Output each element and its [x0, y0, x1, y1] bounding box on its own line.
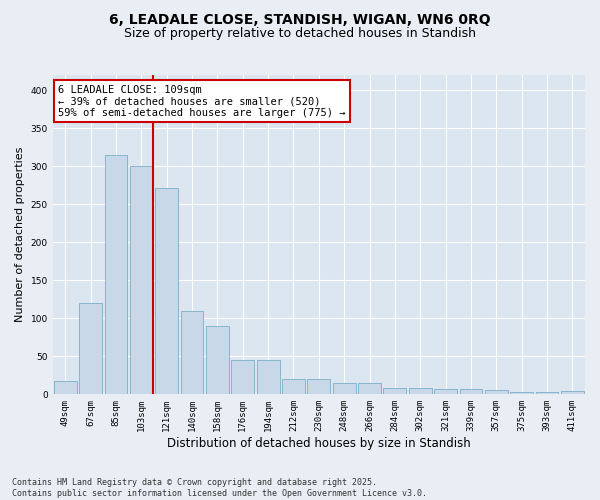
Bar [155, 188, 178, 394]
Bar [206, 326, 229, 394]
Text: Size of property relative to detached houses in Standish: Size of property relative to detached ho… [124, 28, 476, 40]
Bar [307, 379, 330, 394]
Bar [54, 380, 77, 394]
Bar [485, 390, 508, 394]
Bar [282, 379, 305, 394]
Bar [130, 166, 153, 394]
Text: 6 LEADALE CLOSE: 109sqm
← 39% of detached houses are smaller (520)
59% of semi-d: 6 LEADALE CLOSE: 109sqm ← 39% of detache… [58, 84, 346, 118]
Bar [510, 392, 533, 394]
Bar [409, 388, 431, 394]
Bar [536, 392, 559, 394]
Bar [104, 155, 127, 394]
Bar [232, 360, 254, 394]
Bar [383, 388, 406, 394]
Bar [79, 303, 102, 394]
X-axis label: Distribution of detached houses by size in Standish: Distribution of detached houses by size … [167, 437, 471, 450]
Bar [434, 389, 457, 394]
Bar [561, 390, 584, 394]
Bar [333, 383, 356, 394]
Text: Contains HM Land Registry data © Crown copyright and database right 2025.
Contai: Contains HM Land Registry data © Crown c… [12, 478, 427, 498]
Text: 6, LEADALE CLOSE, STANDISH, WIGAN, WN6 0RQ: 6, LEADALE CLOSE, STANDISH, WIGAN, WN6 0… [109, 12, 491, 26]
Bar [460, 389, 482, 394]
Bar [181, 310, 203, 394]
Y-axis label: Number of detached properties: Number of detached properties [15, 147, 25, 322]
Bar [257, 360, 280, 394]
Bar [358, 383, 381, 394]
